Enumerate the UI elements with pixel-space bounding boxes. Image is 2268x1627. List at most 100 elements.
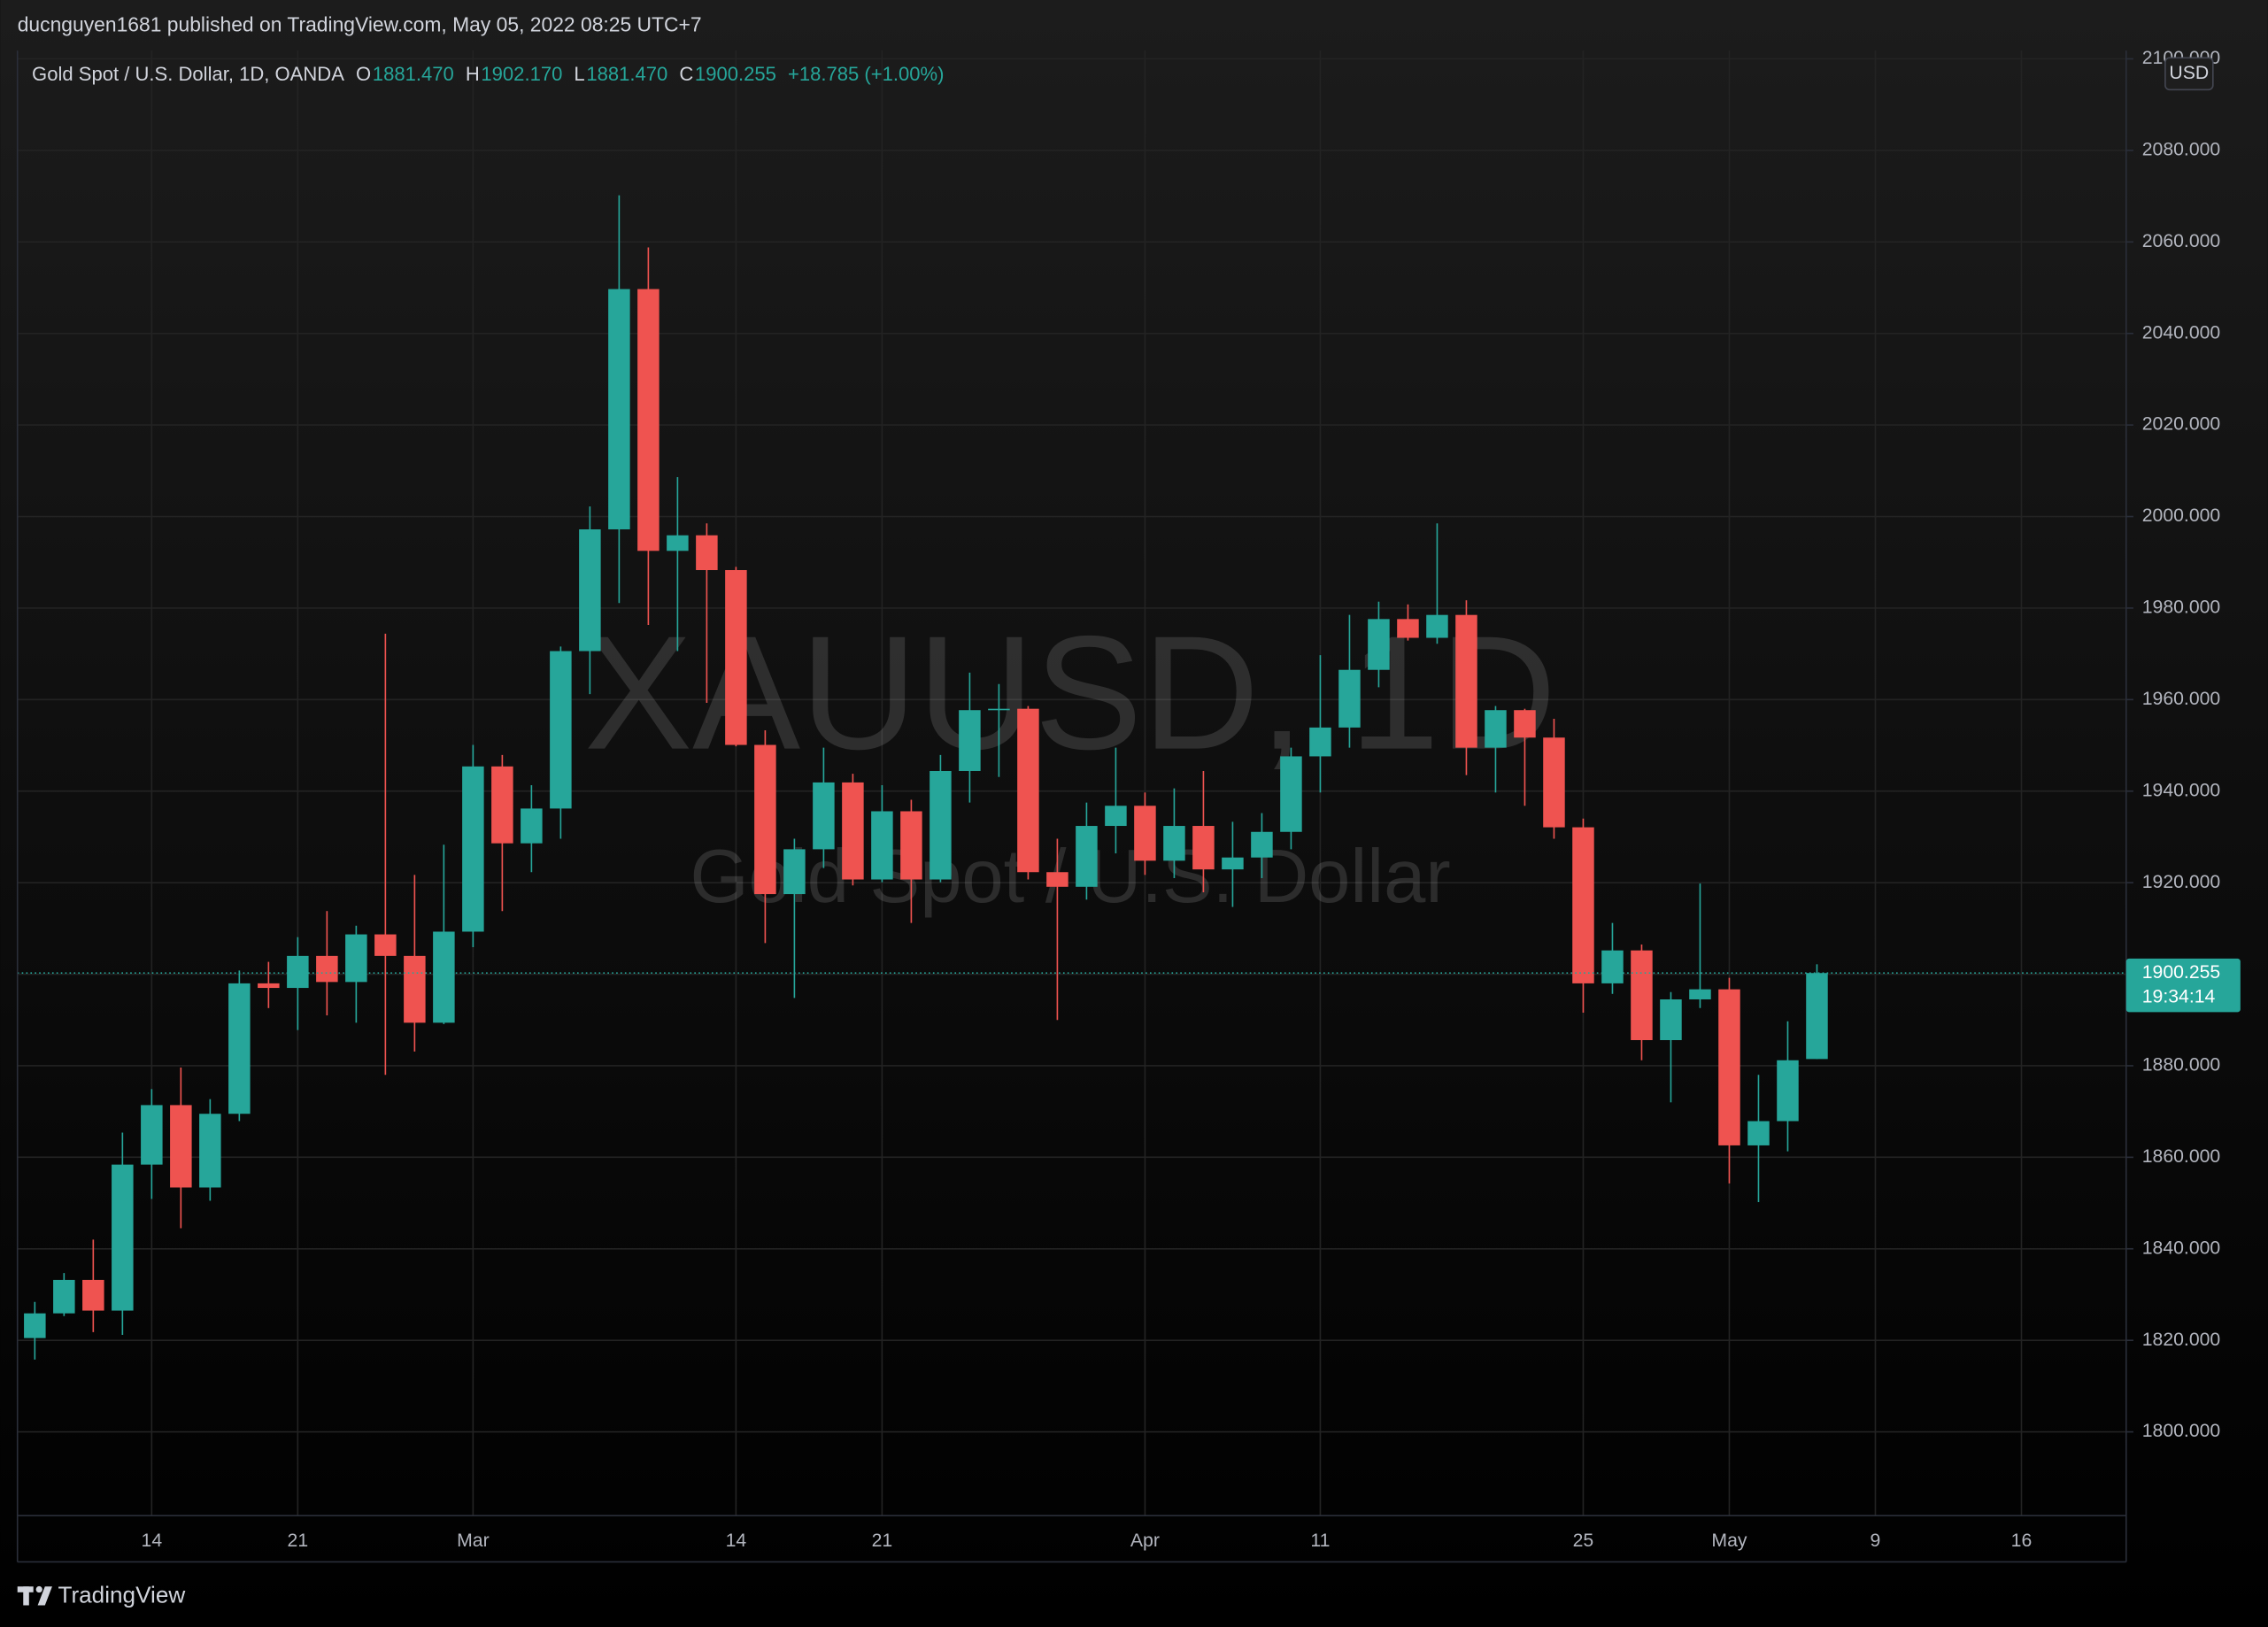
- x-tick-label: Mar: [457, 1531, 490, 1551]
- x-tick-label: 25: [1573, 1531, 1594, 1551]
- candle-body: [608, 289, 630, 529]
- candle-body: [1192, 826, 1215, 870]
- candle-body: [871, 811, 893, 880]
- y-tick-label: 1800.000: [2142, 1421, 2221, 1441]
- candle-body: [842, 782, 864, 880]
- y-tick-label: 1880.000: [2142, 1055, 2221, 1076]
- candle-body: [53, 1279, 75, 1314]
- candle-body: [170, 1105, 192, 1188]
- x-tick-label: 16: [2011, 1531, 2033, 1551]
- y-tick-label: 1980.000: [2142, 598, 2221, 618]
- logo-part: [23, 1586, 29, 1606]
- x-tick-label: May: [1711, 1531, 1747, 1551]
- candle-body: [1397, 619, 1419, 638]
- candle-body: [637, 289, 660, 551]
- candle-body: [988, 708, 1010, 711]
- legend-change: +18.785 (+1.00%): [788, 63, 945, 85]
- legend-key: C: [679, 63, 693, 85]
- candle-body: [374, 934, 397, 956]
- candle-body: [550, 651, 572, 809]
- candle-body: [1251, 831, 1273, 858]
- candle-body: [1076, 826, 1098, 887]
- candle-body: [579, 528, 601, 652]
- candle-body: [813, 782, 835, 850]
- candle-body: [141, 1105, 163, 1165]
- candle-body: [1514, 710, 1536, 738]
- y-tick-label: 1940.000: [2142, 780, 2221, 800]
- candle-body: [287, 955, 309, 989]
- currency[interactable]: USD: [2169, 63, 2209, 83]
- candle-body: [696, 535, 718, 571]
- y-tick-label: 2080.000: [2142, 140, 2221, 160]
- last-price-label: 1900.255: [2142, 962, 2221, 983]
- legend-value: 1902.170: [481, 63, 562, 85]
- candle-body: [433, 931, 455, 1023]
- candle-body: [462, 766, 484, 932]
- last-price-box: [2125, 958, 2241, 1013]
- axes: 1800.000 1820.000 1840.000 1860.000 1880.000…: [142, 48, 2241, 1551]
- candle-body: [1777, 1060, 1799, 1122]
- candle-body: [1455, 614, 1477, 748]
- candle-body: [754, 744, 776, 895]
- countdown: 19:34:14: [2142, 987, 2216, 1007]
- candle-body: [24, 1313, 46, 1338]
- candle-body: [228, 983, 251, 1114]
- candle-body: [82, 1279, 104, 1311]
- candle-body: [1426, 614, 1448, 638]
- candle-body: [1163, 826, 1185, 861]
- x-tick-label: 11: [1310, 1531, 1330, 1551]
- candle-body: [316, 955, 338, 983]
- legend-value: 1881.470: [586, 63, 667, 85]
- candle-body: [1222, 857, 1244, 870]
- candle-body: [1601, 950, 1624, 983]
- candle-body: [521, 808, 543, 844]
- y-tick-label: 2040.000: [2142, 322, 2221, 343]
- logo-part: [35, 1585, 42, 1593]
- candle-body: [1309, 727, 1331, 757]
- y-tick-label: 1820.000: [2142, 1330, 2221, 1350]
- candle-body: [199, 1114, 221, 1188]
- legend-key: L: [574, 63, 584, 85]
- legend-title: Gold Spot / U.S. Dollar, 1D, OANDA: [32, 63, 344, 85]
- legend-value: 1881.470: [373, 63, 454, 85]
- x-tick-label: 21: [288, 1531, 309, 1551]
- x-tick-label: Apr: [1130, 1531, 1160, 1551]
- candle-body: [667, 535, 689, 551]
- x-tick-label: 9: [1871, 1531, 1881, 1551]
- currency-box[interactable]: [2164, 57, 2214, 91]
- candle-body: [1105, 806, 1127, 827]
- y-tick-label: 2060.000: [2142, 231, 2221, 251]
- grid: [17, 50, 2126, 1516]
- candle-body: [1660, 999, 1682, 1041]
- candle-body: [1280, 756, 1302, 832]
- candle-body: [1134, 806, 1156, 861]
- candle-body: [1689, 989, 1711, 999]
- candle-body: [1631, 950, 1653, 1041]
- candle-body: [258, 983, 280, 989]
- candle-body: [345, 934, 367, 983]
- candle-body: [1485, 710, 1507, 748]
- candle-body: [1543, 737, 1565, 828]
- candle-body: [404, 955, 426, 1023]
- publish-info: ducnguyen1681 published on TradingView.c…: [18, 12, 702, 35]
- candle-body: [900, 811, 922, 880]
- candle-body: [930, 770, 952, 880]
- candle-body: [1046, 872, 1068, 887]
- candle-body: [959, 710, 981, 771]
- x-tick-label: 21: [872, 1531, 893, 1551]
- y-tick-label: 2020.000: [2142, 414, 2221, 435]
- candle-body: [491, 766, 513, 844]
- logo-part: [37, 1586, 52, 1606]
- y-tick-label: 1840.000: [2142, 1238, 2221, 1258]
- legend-value: 1900.255: [695, 63, 776, 85]
- x-tick-label: 14: [726, 1531, 747, 1551]
- candle-body: [1338, 669, 1361, 728]
- candle-body: [1368, 619, 1390, 670]
- candle-body: [1806, 973, 1828, 1060]
- candle-body: [783, 849, 806, 895]
- x-tick-label: 14: [142, 1531, 163, 1551]
- legend: Gold Spot / U.S. Dollar, 1D, OANDA O 1881.…: [32, 63, 944, 85]
